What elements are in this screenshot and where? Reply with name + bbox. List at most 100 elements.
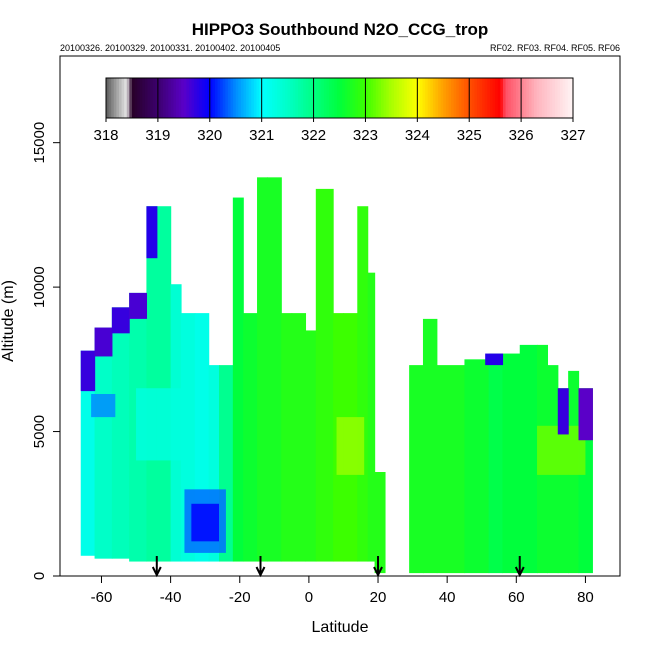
colorbar-swatch [534,78,538,118]
colorbar-swatch [235,78,239,118]
colorbar-swatch [453,78,457,118]
colorbar-swatch [217,78,221,118]
colorbar-swatch [477,78,481,118]
colorbar-swatch [230,78,234,118]
colorbar-swatch [570,78,574,118]
colorbar-swatch [321,78,325,118]
colorbar-swatch [150,78,154,118]
colorbar-swatch [251,78,255,118]
heatmap-patch [191,503,220,542]
colorbar-swatch [204,78,208,118]
colorbar-swatch [170,78,175,118]
colorbar-swatch [544,78,548,118]
colorbar-swatch [295,78,299,118]
colorbar-tick-label: 319 [145,127,170,144]
heatmap-edge [485,353,504,366]
colorbar-swatch [427,78,431,118]
colorbar-swatch [510,78,514,118]
colorbar-swatch [487,78,491,118]
colorbar-swatch [225,78,229,118]
colorbar-swatch [492,78,496,118]
colorbar-swatch [339,78,343,118]
colorbar-swatch [422,78,426,118]
colorbar-swatch [238,78,242,118]
flight-marker-arrowhead [151,566,162,578]
colorbar-swatch [292,78,296,118]
colorbar-swatch [137,78,141,118]
colorbar-swatch [414,78,418,118]
colorbar-swatch [124,78,128,118]
colorbar-swatch [147,78,151,118]
heatmap-layer [80,177,593,574]
colorbar-swatch [451,78,455,118]
heatmap-edge [129,292,148,319]
chart-title: HIPPO3 Southbound N2O_CCG_trop [192,20,489,39]
heatmap-cell [409,365,424,574]
colorbar-swatch [157,78,162,118]
colorbar-swatch [121,78,125,118]
colorbar-tick-label: 323 [353,127,378,144]
colorbar-swatch [526,78,530,118]
colorbar-swatch [248,78,252,118]
colorbar-swatch [106,78,110,118]
colorbar-swatch [461,78,465,118]
colorbar-swatch [222,78,226,118]
colorbar-swatch [505,78,509,118]
colorbar-swatch [458,78,463,118]
heatmap-cell [464,359,490,574]
colorbar-swatch [396,78,400,118]
heatmap-cell [243,313,258,562]
colorbar-swatch [565,78,569,118]
colorbar-swatch [562,78,566,118]
colorbar-swatch [521,78,525,118]
colorbar-swatch [513,78,517,118]
colorbar-swatch [316,78,320,118]
colorbar-swatch [531,78,535,118]
y-tick-label: 0 [31,572,48,580]
x-axis: -60 -40 -20 0 20 40 60 80 [91,576,594,606]
colorbar-swatch [326,78,330,118]
colorbar-swatch [466,78,470,118]
colorbar-swatch [227,78,232,118]
colorbar-swatch [253,78,258,118]
colorbar-swatch [163,78,167,118]
colorbar-swatch [300,78,304,118]
colorbar-swatch [362,78,367,118]
heatmap-edge [80,350,96,392]
colorbar-swatch [334,78,338,118]
x-tick-label: 40 [439,589,456,606]
colorbar-tick-label: 324 [405,127,430,144]
colorbar-swatch [113,78,117,118]
colorbar-swatch [116,78,120,118]
colorbar-swatch [375,78,380,118]
colorbar-swatch [191,78,195,118]
colorbar-swatch [474,78,478,118]
colorbar-swatch [305,78,309,118]
colorbar-swatch [165,78,169,118]
flight-marker-arrowhead [255,566,266,578]
colorbar-swatch [181,78,185,118]
colorbar-swatch [438,78,442,118]
colorbar-swatch [199,78,203,118]
colorbar-swatch [207,78,211,118]
heatmap-cell [357,206,369,562]
colorbar-swatch [357,78,361,118]
colorbar-swatch [342,78,346,118]
colorbar-swatch [313,78,317,118]
colorbar-swatch [214,78,219,118]
colorbar-swatch [549,78,553,118]
colorbar-swatch [155,78,159,118]
colorbar-swatch [388,78,392,118]
colorbar-swatch [417,78,421,118]
y-tick-label: 10000 [31,266,48,308]
colorbar-swatch [560,78,564,118]
heatmap-patch [336,417,365,475]
colorbar-swatch [189,78,193,118]
heatmap-patch [91,394,116,418]
colorbar-swatch [497,78,501,118]
heatmap-cell [281,313,293,562]
flight-marker-arrowhead [373,566,383,578]
heatmap-cell [257,177,269,562]
heatmap-cell [519,344,538,574]
heatmap-cell [367,272,376,562]
